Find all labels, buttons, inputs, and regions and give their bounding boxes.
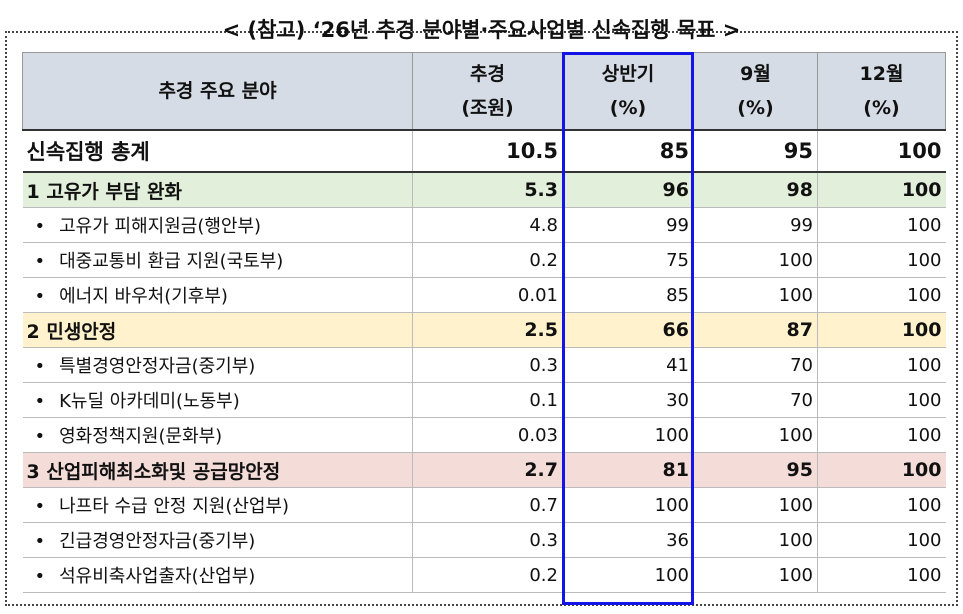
header-line: (%) — [737, 97, 774, 119]
cell-value: 4.8 — [412, 207, 563, 243]
cell-value: 100 — [817, 522, 946, 558]
cell-value: 0.1 — [412, 382, 563, 418]
table: 추경 주요 분야 추경 (조원) 상반기 (%) 9월 (%) 12월 (%) 신속집행 총계 1… — [22, 52, 946, 593]
cell-value: 0.03 — [412, 417, 563, 453]
cell-value: 2.7 — [412, 452, 563, 488]
row-label: 에너지 바우처(기후부) — [22, 277, 413, 313]
row-label: 고유가 피해지원금(행안부) — [22, 207, 413, 243]
table-row: 신속집행 총계 10.5 85 95 100 — [22, 130, 946, 173]
table-row: 1 고유가 부담 완화 5.3 96 98 100 — [22, 172, 946, 208]
cell-value: 0.7 — [412, 487, 563, 523]
cell-value: 100 — [817, 382, 946, 418]
header-line: (%) — [609, 97, 647, 119]
cell-value: 0.3 — [412, 347, 563, 383]
cell-value: 0.3 — [412, 522, 563, 558]
cell-value: 100 — [817, 277, 946, 313]
cell-value: 100 — [693, 522, 818, 558]
cell-value: 99 — [693, 207, 818, 243]
cell-value: 5.3 — [412, 172, 563, 208]
cell-value: 100 — [562, 417, 694, 453]
header-cell: 상반기 (%) — [562, 52, 694, 131]
cell-value: 70 — [693, 382, 818, 418]
cell-value: 100 — [817, 452, 946, 488]
header-line: (%) — [863, 97, 900, 119]
row-label: 석유비축사업출자(산업부) — [22, 557, 413, 593]
cell-value: 100 — [817, 172, 946, 208]
header-cell: 추경 주요 분야 — [22, 52, 413, 131]
cell-value: 0.2 — [412, 242, 563, 278]
title: < (참고) ‘26년 추경 분야별·주요사업별 신속집행 목표 > — [222, 18, 741, 42]
cell-value: 36 — [562, 522, 694, 558]
cell-value: 66 — [562, 312, 694, 348]
header-row: 추경 주요 분야 추경 (조원) 상반기 (%) 9월 (%) 12월 (%) — [22, 52, 946, 131]
header-cell: 추경 (조원) — [412, 52, 563, 131]
row-label: 나프타 수급 안정 지원(산업부) — [22, 487, 413, 523]
header-line: 추경 — [470, 63, 505, 85]
table-row: 3 산업피해최소화및 공급망안정 2.7 81 95 100 — [22, 452, 946, 488]
cell-value: 85 — [562, 277, 694, 313]
row-label: 긴급경영안정자금(중기부) — [22, 522, 413, 558]
cell-value: 100 — [817, 312, 946, 348]
row-label: 1 고유가 부담 완화 — [22, 172, 413, 208]
row-label: 특별경영안정자금(중기부) — [22, 347, 413, 383]
cell-value: 70 — [693, 347, 818, 383]
cell-value: 100 — [817, 130, 946, 173]
header-cell: 9월 (%) — [693, 52, 818, 131]
cell-value: 0.2 — [412, 557, 563, 593]
header-line: 추경 주요 분야 — [158, 80, 277, 102]
header-cell: 12월 (%) — [817, 52, 946, 131]
cell-value: 30 — [562, 382, 694, 418]
cell-value: 2.5 — [412, 312, 563, 348]
cell-value: 75 — [562, 242, 694, 278]
cell-value: 85 — [562, 130, 694, 173]
header-line: (조원) — [461, 97, 514, 119]
cell-value: 100 — [817, 242, 946, 278]
row-label: 3 산업피해최소화및 공급망안정 — [22, 452, 413, 488]
cell-value: 100 — [817, 487, 946, 523]
header-line: 9월 — [740, 63, 771, 85]
cell-value: 100 — [817, 207, 946, 243]
row-label: K뉴딜 아카데미(노동부) — [22, 382, 413, 418]
cell-value: 95 — [693, 452, 818, 488]
cell-value: 99 — [562, 207, 694, 243]
row-label: 2 민생안정 — [22, 312, 413, 348]
cell-value: 100 — [693, 487, 818, 523]
cell-value: 100 — [693, 417, 818, 453]
cell-value: 98 — [693, 172, 818, 208]
cell-value: 100 — [817, 347, 946, 383]
cell-value: 100 — [817, 557, 946, 593]
table-row: 2 민생안정 2.5 66 87 100 — [22, 312, 946, 348]
cell-value: 10.5 — [412, 130, 563, 173]
cell-value: 41 — [562, 347, 694, 383]
row-label: 영화정책지원(문화부) — [22, 417, 413, 453]
cell-value: 100 — [693, 557, 818, 593]
cell-value: 0.01 — [412, 277, 563, 313]
row-label: 대중교통비 환급 지원(국토부) — [22, 242, 413, 278]
cell-value: 100 — [817, 417, 946, 453]
cell-value: 81 — [562, 452, 694, 488]
cell-value: 100 — [693, 277, 818, 313]
cell-value: 100 — [693, 242, 818, 278]
header-line: 12월 — [859, 63, 904, 85]
cell-value: 100 — [562, 487, 694, 523]
row-label: 신속집행 총계 — [22, 130, 413, 173]
cell-value: 100 — [562, 557, 694, 593]
header-line: 상반기 — [601, 63, 655, 85]
dotted-frame — [5, 31, 958, 606]
cell-value: 96 — [562, 172, 694, 208]
cell-value: 95 — [693, 130, 818, 173]
cell-value: 87 — [693, 312, 818, 348]
